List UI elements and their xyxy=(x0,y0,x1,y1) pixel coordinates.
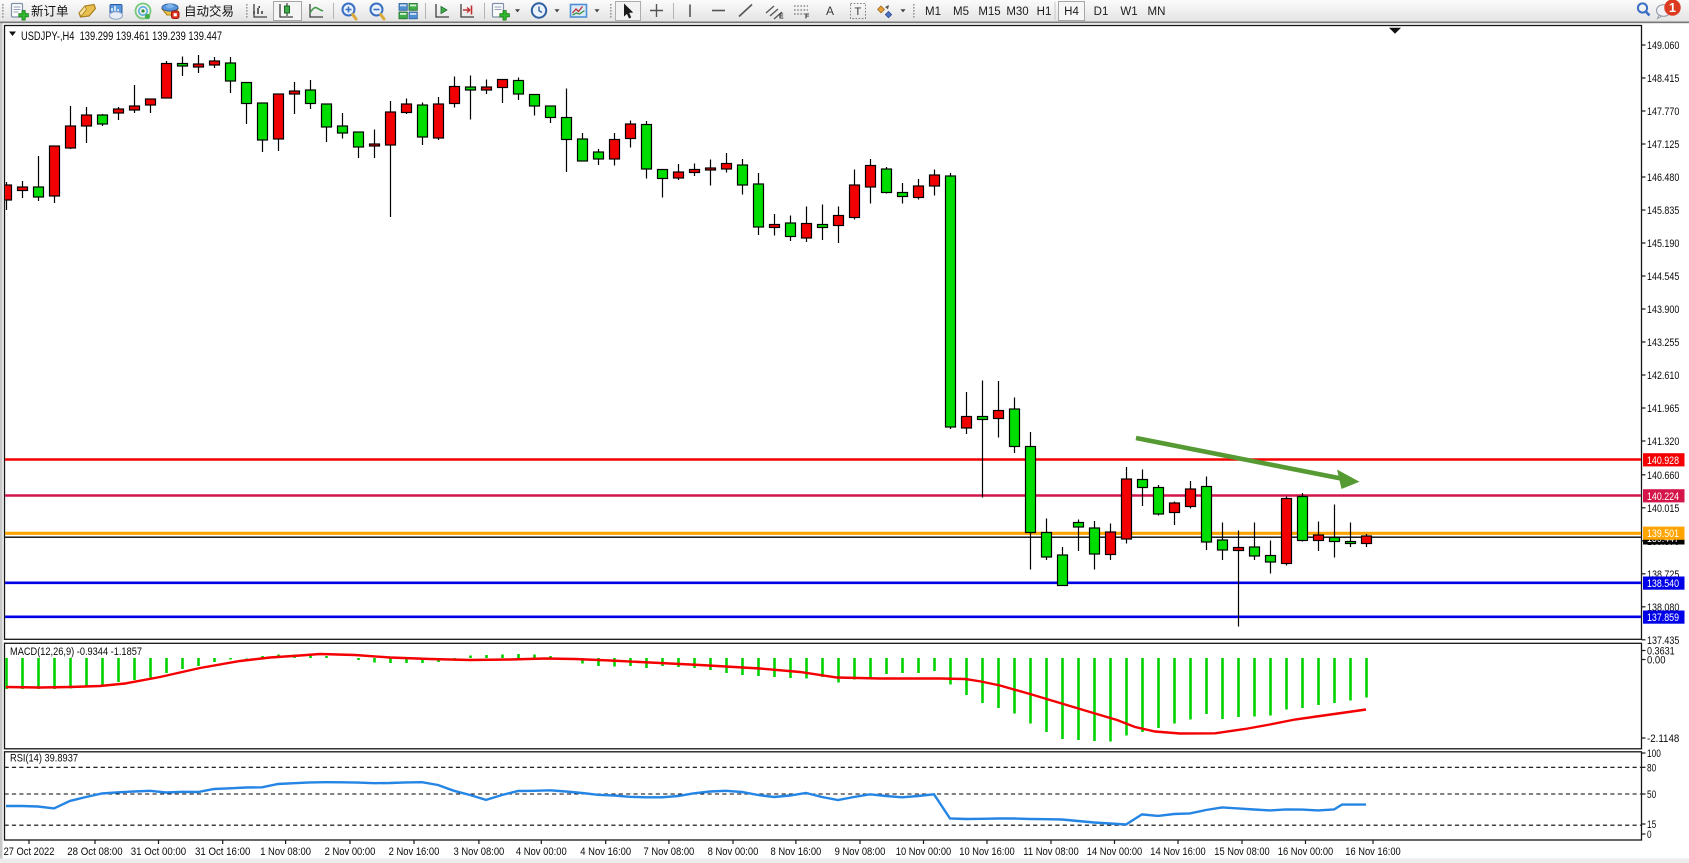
svg-text:F: F xyxy=(805,14,810,21)
svg-text:144.545: 144.545 xyxy=(1647,271,1679,283)
svg-text:T: T xyxy=(855,6,862,18)
svg-text:16 Nov 16:00: 16 Nov 16:00 xyxy=(1345,846,1400,858)
svg-text:137.859: 137.859 xyxy=(1647,612,1679,624)
svg-text:A: A xyxy=(826,4,834,18)
svg-text:139.501: 139.501 xyxy=(1647,528,1679,540)
svg-text:15 Nov 08:00: 15 Nov 08:00 xyxy=(1214,846,1269,858)
svg-text:自动交易: 自动交易 xyxy=(184,4,234,19)
svg-text:M1: M1 xyxy=(925,6,941,18)
svg-text:2 Nov 00:00: 2 Nov 00:00 xyxy=(325,846,376,858)
svg-text:1: 1 xyxy=(1669,1,1676,15)
svg-text:-2.1148: -2.1148 xyxy=(1647,733,1679,745)
svg-text:140.224: 140.224 xyxy=(1647,491,1679,503)
svg-text:149.060: 149.060 xyxy=(1647,40,1679,52)
svg-text:8 Nov 16:00: 8 Nov 16:00 xyxy=(771,846,822,858)
svg-text:143.900: 143.900 xyxy=(1647,304,1679,316)
svg-text:10 Nov 16:00: 10 Nov 16:00 xyxy=(959,846,1014,858)
svg-text:8 Nov 00:00: 8 Nov 00:00 xyxy=(708,846,759,858)
svg-text:16 Nov 00:00: 16 Nov 00:00 xyxy=(1278,846,1333,858)
svg-text:4 Nov 16:00: 4 Nov 16:00 xyxy=(580,846,631,858)
svg-text:145.835: 145.835 xyxy=(1647,205,1679,217)
svg-text:147.125: 147.125 xyxy=(1647,139,1679,151)
svg-text:7 Nov 08:00: 7 Nov 08:00 xyxy=(644,846,695,858)
svg-text:10 Nov 00:00: 10 Nov 00:00 xyxy=(896,846,951,858)
svg-text:M30: M30 xyxy=(1006,6,1028,18)
svg-text:3 Nov 08:00: 3 Nov 08:00 xyxy=(454,846,505,858)
svg-text:138.540: 138.540 xyxy=(1647,578,1679,590)
svg-text:W1: W1 xyxy=(1120,6,1137,18)
svg-text:D1: D1 xyxy=(1094,6,1109,18)
svg-text:140.015: 140.015 xyxy=(1647,503,1679,515)
svg-text:14 Nov 00:00: 14 Nov 00:00 xyxy=(1087,846,1142,858)
svg-text:15: 15 xyxy=(1647,819,1656,831)
svg-text:M5: M5 xyxy=(953,6,969,18)
svg-text:50: 50 xyxy=(1647,789,1656,801)
svg-text:14 Nov 16:00: 14 Nov 16:00 xyxy=(1150,846,1205,858)
svg-text:31 Oct 16:00: 31 Oct 16:00 xyxy=(195,846,250,858)
svg-text:100: 100 xyxy=(1647,748,1661,760)
svg-text:MN: MN xyxy=(1148,6,1166,18)
svg-text:9 Nov 08:00: 9 Nov 08:00 xyxy=(835,846,886,858)
svg-text:146.480: 146.480 xyxy=(1647,172,1679,184)
svg-text:2 Nov 16:00: 2 Nov 16:00 xyxy=(389,846,440,858)
svg-text:140.660: 140.660 xyxy=(1647,470,1679,482)
svg-text:USDJPY-,H4 139.299 139.461 13: USDJPY-,H4 139.299 139.461 139.239 139.4… xyxy=(21,31,222,43)
svg-text:140.928: 140.928 xyxy=(1647,455,1679,467)
svg-text:27 Oct 2022: 27 Oct 2022 xyxy=(4,846,55,858)
svg-text:E: E xyxy=(779,14,784,21)
svg-text:31 Oct 00:00: 31 Oct 00:00 xyxy=(131,846,186,858)
svg-text:137.435: 137.435 xyxy=(1647,635,1679,647)
svg-text:0.3631: 0.3631 xyxy=(1647,646,1675,658)
svg-text:28 Oct 08:00: 28 Oct 08:00 xyxy=(67,846,122,858)
svg-text:RSI(14) 39.8937: RSI(14) 39.8937 xyxy=(10,753,78,765)
svg-text:4 Nov 00:00: 4 Nov 00:00 xyxy=(516,846,567,858)
svg-text:147.770: 147.770 xyxy=(1647,106,1679,118)
svg-text:H4: H4 xyxy=(1064,6,1079,18)
svg-text:141.320: 141.320 xyxy=(1647,436,1679,448)
svg-text:新订单: 新订单 xyxy=(31,4,69,19)
svg-text:0.00: 0.00 xyxy=(1647,655,1666,667)
svg-text:143.255: 143.255 xyxy=(1647,337,1679,349)
svg-text:11 Nov 08:00: 11 Nov 08:00 xyxy=(1023,846,1078,858)
svg-text:H1: H1 xyxy=(1037,6,1052,18)
svg-text:142.610: 142.610 xyxy=(1647,370,1679,382)
svg-text:M15: M15 xyxy=(978,6,1000,18)
svg-text:MACD(12,26,9) -0.9344 -1.1857: MACD(12,26,9) -0.9344 -1.1857 xyxy=(10,646,142,658)
svg-text:141.965: 141.965 xyxy=(1647,403,1679,415)
svg-text:0: 0 xyxy=(1647,829,1652,841)
svg-text:148.415: 148.415 xyxy=(1647,73,1679,85)
svg-text:1 Nov 08:00: 1 Nov 08:00 xyxy=(260,846,311,858)
svg-text:145.190: 145.190 xyxy=(1647,238,1679,250)
svg-text:80: 80 xyxy=(1647,762,1656,774)
